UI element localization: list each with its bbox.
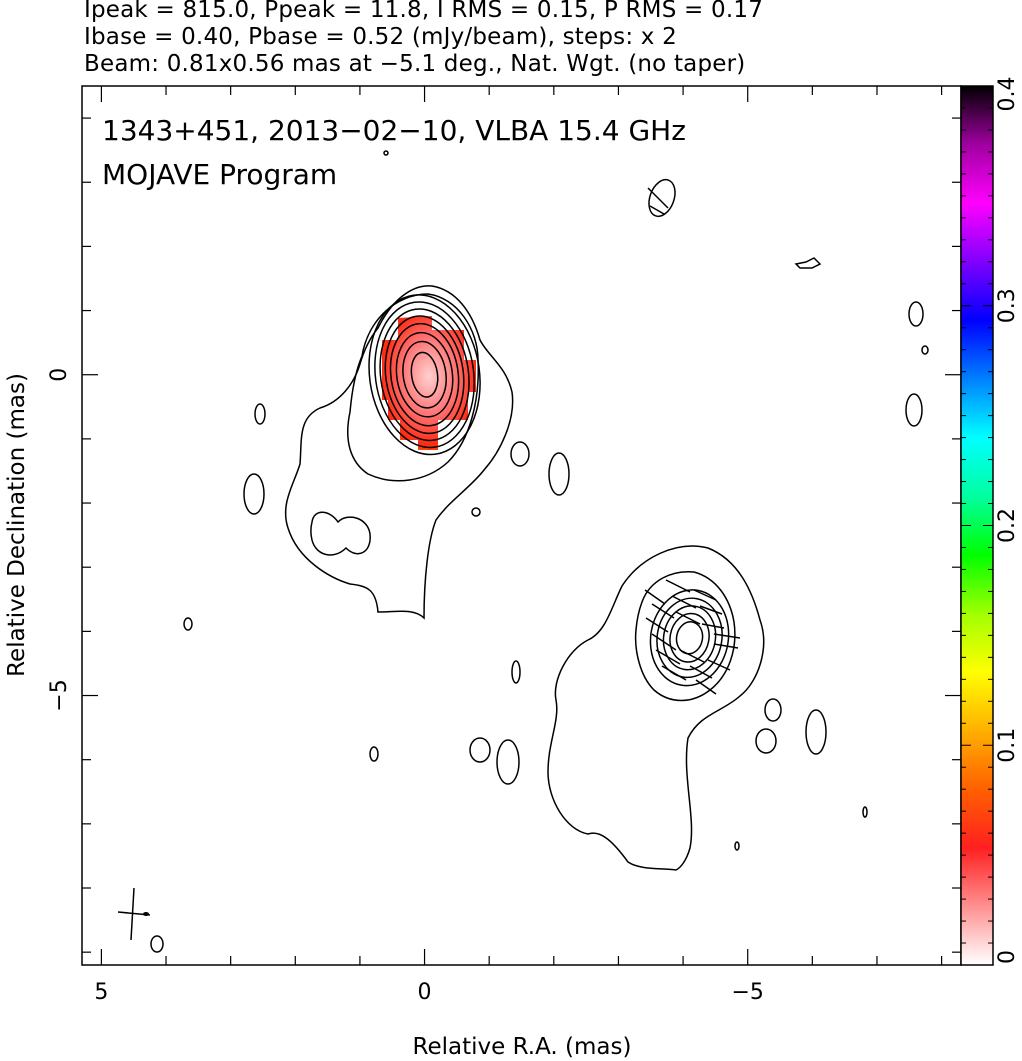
jet-contour-group xyxy=(649,589,730,687)
jet-contour-2 xyxy=(662,605,717,671)
x-tick-label: 0 xyxy=(418,980,432,1005)
jet-contour-3 xyxy=(656,597,723,679)
y-tick-label: 0 xyxy=(47,368,72,382)
core-hole-contour xyxy=(310,511,371,556)
core-contour-4 xyxy=(384,315,465,435)
y-axis-title: Relative Declination (mas) xyxy=(4,373,30,677)
colorbar-tick-label: 0.2 xyxy=(995,508,1020,543)
evpa-vectors xyxy=(644,187,741,695)
axis-ticks: 5 0 −5 0 −5 xyxy=(47,86,961,1005)
core-contour-group xyxy=(368,294,481,456)
core-mid-contour xyxy=(347,293,479,482)
core-contour-1 xyxy=(402,340,447,409)
panel-source-line: 1343+451, 2013−02−10, VLBA 15.4 GHz xyxy=(102,114,686,147)
colorbar-tick-label: 0.3 xyxy=(995,288,1020,323)
core-contour-3 xyxy=(389,322,460,427)
beam-marker xyxy=(117,887,151,941)
header-line-1: Ipeak = 815.0, Ppeak = 11.8, I RMS = 0.1… xyxy=(84,0,764,23)
core-contour-2 xyxy=(395,331,454,418)
core-contour-6 xyxy=(374,301,475,449)
colorbar-tick-label: 0 xyxy=(995,950,1020,964)
core-outer-contour xyxy=(284,285,514,620)
core-contour-5 xyxy=(379,308,470,442)
jet-outer-contour xyxy=(547,545,765,871)
core-contour-0 xyxy=(410,351,439,398)
x-axis-title: Relative R.A. (mas) xyxy=(413,1034,632,1060)
plot-frame xyxy=(81,85,962,966)
header-line-2: Ibase = 0.40, Pbase = 0.52 (mJy/beam), s… xyxy=(84,24,677,50)
jet-contour-0 xyxy=(675,621,704,655)
colorbar-tick-label: 0.1 xyxy=(995,728,1020,763)
header-line-3: Beam: 0.81x0.56 mas at −5.1 deg., Nat. W… xyxy=(84,51,746,77)
panel-program-line: MOJAVE Program xyxy=(102,158,337,191)
x-tick-label: 5 xyxy=(94,980,108,1005)
y-tick-label: −5 xyxy=(47,679,72,711)
x-tick-label: −5 xyxy=(731,980,763,1005)
jet-contour-4 xyxy=(649,589,730,687)
isolated-contours xyxy=(150,150,929,953)
colorbar-tick-label: 0.4 xyxy=(995,77,1020,112)
colorbar-ticks: 0 0.1 0.2 0.3 0.4 xyxy=(961,77,1020,966)
jet-contour-1 xyxy=(669,612,710,663)
